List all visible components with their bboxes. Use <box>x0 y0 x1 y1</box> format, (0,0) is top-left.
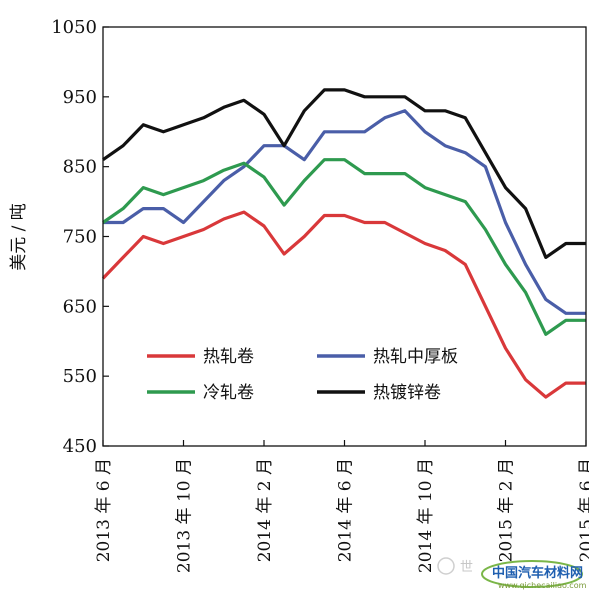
watermark: 世 中国汽车材料网 www.qichecailiao.com <box>437 557 587 590</box>
watermark-logo: 中国汽车材料网 <box>492 565 583 581</box>
x-tick-labels: 2013 年 6 月 2013 年 10 月 2014 年 2 月 2014 年 6 … <box>94 458 589 573</box>
legend-label: 热镀锌卷 <box>373 383 441 403</box>
y-tick-label: 1050 <box>51 17 97 38</box>
y-tick-label: 650 <box>63 296 97 317</box>
y-tick-label: 750 <box>63 227 97 248</box>
watermark-url: www.qichecailiao.com <box>498 581 587 590</box>
plot-frame <box>102 26 587 447</box>
y-tick-labels: 450 550 650 750 850 950 1050 <box>51 17 97 457</box>
x-tick-label: 2013 年 10 月 <box>175 458 195 573</box>
watermark-text: 世 <box>460 560 473 575</box>
y-tick-label: 450 <box>63 436 97 457</box>
series-line-0 <box>101 210 586 399</box>
series-line-3 <box>102 88 586 259</box>
x-tick-label: 2015 年 6 月 <box>577 458 589 562</box>
series-lines <box>101 88 586 399</box>
y-tick-label: 950 <box>63 87 97 108</box>
watermark-logo-swoosh <box>481 560 583 588</box>
x-tick-label: 2014 年 10 月 <box>416 458 436 573</box>
legend-label: 冷轧卷 <box>203 383 254 403</box>
y-axis-label: 美元 / 吨 <box>9 203 29 271</box>
y-tick-label: 850 <box>63 157 97 178</box>
series-line-1 <box>103 109 586 315</box>
x-tick-label: 2015 年 2 月 <box>497 458 517 562</box>
x-tick-label: 2013 年 6 月 <box>94 458 114 562</box>
legend-label: 热轧卷 <box>203 347 254 367</box>
wechat-icon <box>437 557 455 575</box>
series-line-2 <box>102 158 586 336</box>
x-tick-label: 2014 年 2 月 <box>255 458 275 562</box>
x-tick-label: 2014 年 6 月 <box>336 458 356 562</box>
legend-label: 热轧中厚板 <box>373 347 458 367</box>
y-tick-label: 550 <box>63 366 97 387</box>
